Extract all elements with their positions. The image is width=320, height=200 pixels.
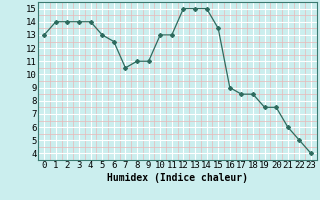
X-axis label: Humidex (Indice chaleur): Humidex (Indice chaleur) [107, 173, 248, 183]
